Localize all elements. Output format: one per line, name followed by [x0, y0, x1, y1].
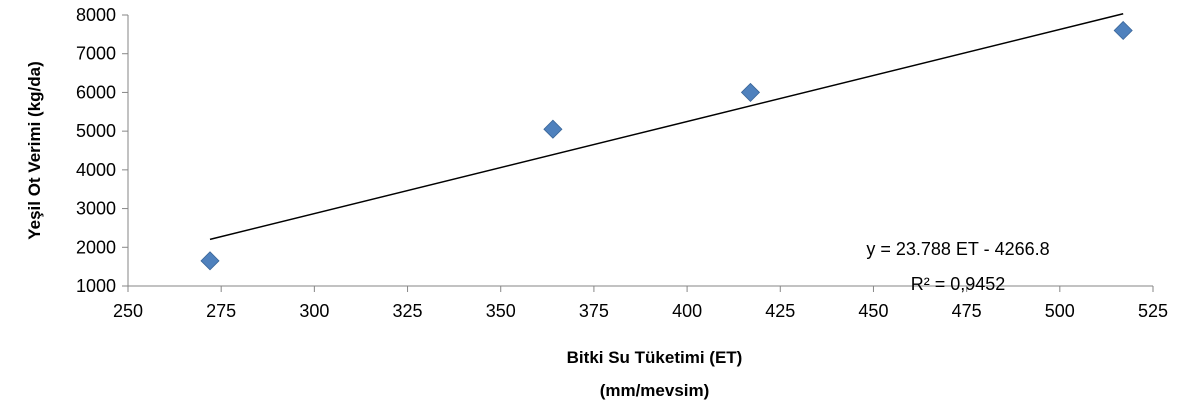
x-axis-title-line-1: Bitki Su Tüketimi (ET) — [567, 348, 743, 367]
x-tick-label: 325 — [393, 301, 423, 321]
y-tick-label: 1000 — [76, 276, 116, 296]
y-tick-label: 3000 — [76, 199, 116, 219]
y-tick-label: 4000 — [76, 160, 116, 180]
y-tick-label: 2000 — [76, 237, 116, 257]
trendline-group — [209, 13, 1124, 241]
x-axis: 250 275 300 325 350 375 400 425 450 475 500 525 — [113, 285, 1168, 321]
y-tick-label: 7000 — [76, 44, 116, 64]
y-axis: 1000 2000 3000 4000 5000 6000 7000 8000 — [76, 5, 129, 296]
x-tick-label: 250 — [113, 301, 143, 321]
y-tick-label: 5000 — [76, 121, 116, 141]
x-tick-label: 475 — [952, 301, 982, 321]
r-squared-label: R² = 0,9452 — [911, 274, 1006, 294]
data-point — [543, 119, 563, 139]
x-tick-label: 525 — [1138, 301, 1168, 321]
x-tick-label: 300 — [299, 301, 329, 321]
data-point — [200, 251, 220, 271]
x-tick-label: 350 — [486, 301, 516, 321]
trendline-equation: y = 23.788 ET - 4266.8 — [866, 239, 1049, 259]
x-tick-label: 450 — [858, 301, 888, 321]
trendline — [209, 13, 1124, 241]
data-point — [1113, 20, 1133, 41]
y-tick-label: 6000 — [76, 82, 116, 102]
x-tick-label: 425 — [765, 301, 795, 321]
data-points — [200, 20, 1133, 271]
x-tick-label: 275 — [206, 301, 236, 321]
y-axis-title: Yeşil Ot Verimi (kg/da) — [25, 61, 44, 240]
x-axis-title-line-2: (mm/mevsim) — [600, 381, 710, 400]
y-tick-label: 8000 — [76, 5, 116, 25]
x-tick-label: 400 — [672, 301, 702, 321]
data-point — [740, 82, 761, 102]
x-tick-label: 375 — [579, 301, 609, 321]
x-tick-label: 500 — [1045, 301, 1075, 321]
